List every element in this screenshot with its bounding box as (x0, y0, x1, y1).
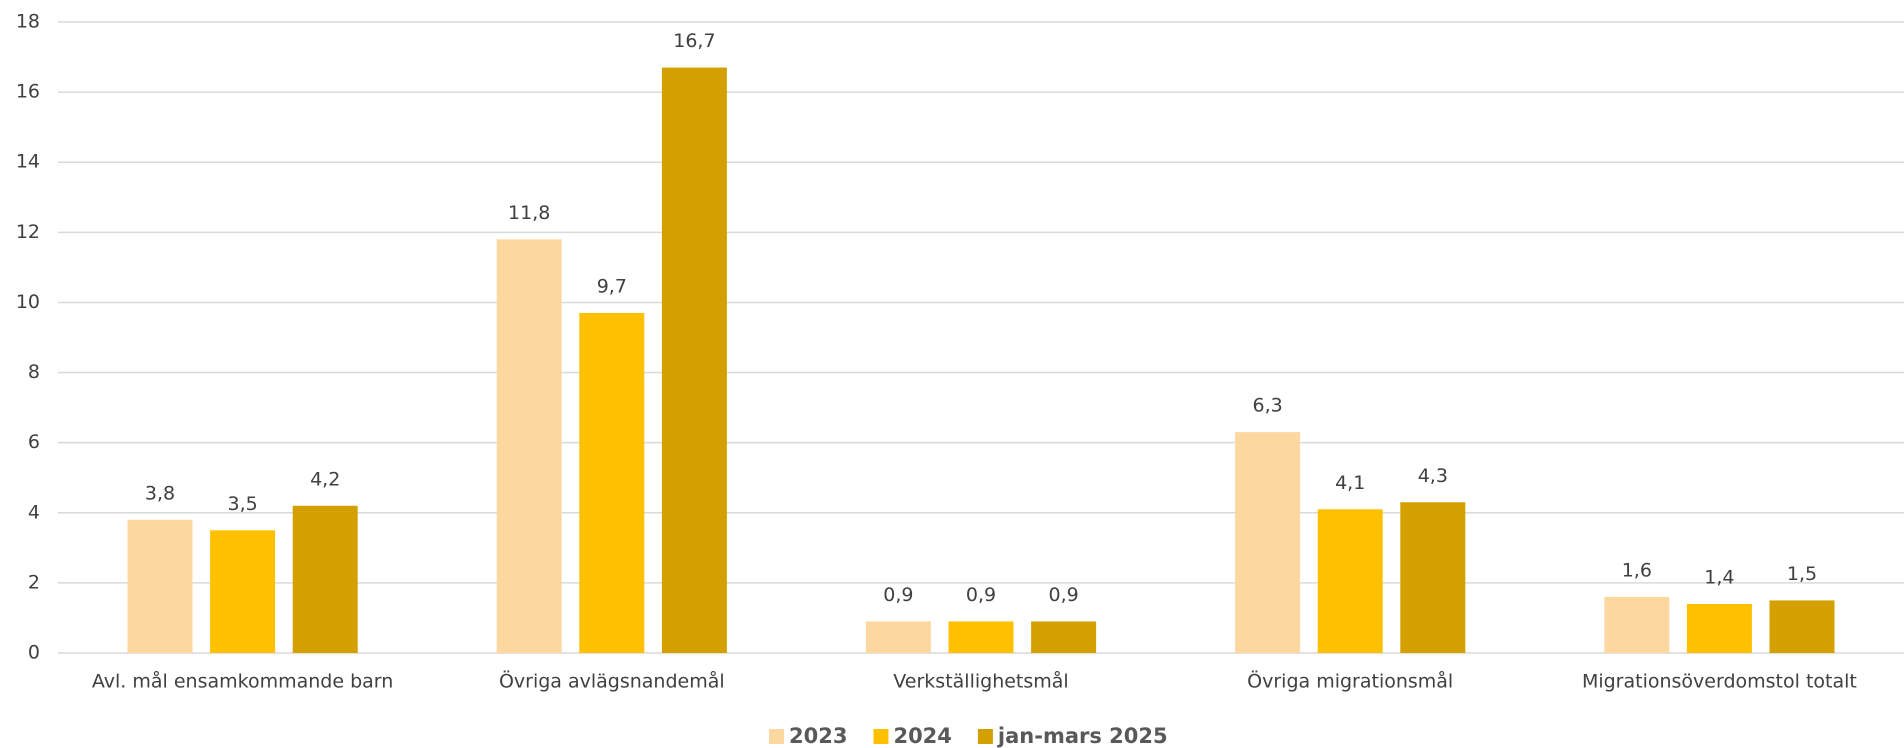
bar (1235, 432, 1301, 653)
value-label: 0,9 (966, 584, 996, 606)
bar (661, 67, 727, 654)
bar (1400, 502, 1466, 653)
value-label: 16,7 (673, 30, 715, 52)
x-tick-label: Verkställighetsmål (893, 670, 1068, 693)
value-label: 4,3 (1418, 465, 1448, 487)
y-tick-label: 4 (28, 501, 40, 523)
legend-swatch (873, 729, 889, 744)
bar (210, 530, 276, 653)
legend-swatch (769, 729, 784, 744)
bar (1769, 600, 1835, 653)
y-tick-label: 0 (28, 642, 40, 664)
value-label: 1,4 (1704, 566, 1734, 588)
y-tick-label: 10 (16, 291, 40, 313)
x-tick-label: Avl. mål ensamkommande barn (92, 670, 393, 693)
bar (1031, 621, 1097, 653)
bar (1686, 603, 1752, 653)
y-tick-label: 18 (16, 11, 40, 33)
x-tick-label: Migrationsöverdomstol totalt (1582, 671, 1857, 693)
value-label: 1,5 (1787, 563, 1817, 585)
value-label: 4,1 (1335, 472, 1365, 494)
legend-label: 2023 (789, 724, 847, 748)
value-label: 1,6 (1622, 559, 1652, 581)
legend-swatch (977, 729, 993, 744)
value-label: 3,8 (145, 482, 175, 504)
value-label: 9,7 (597, 275, 627, 297)
y-tick-label: 2 (28, 571, 40, 593)
bar (127, 519, 193, 653)
value-label: 0,9 (1048, 584, 1078, 606)
value-label: 3,5 (227, 493, 257, 515)
bar (1604, 596, 1670, 653)
y-tick-label: 6 (28, 431, 40, 453)
value-label: 0,9 (883, 584, 913, 606)
bar (579, 312, 645, 653)
value-label: 4,2 (310, 468, 340, 490)
y-tick-label: 14 (16, 151, 40, 173)
y-tick-label: 8 (28, 361, 40, 383)
value-label: 11,8 (508, 202, 550, 224)
x-tick-label: Övriga avlägsnandemål (499, 670, 725, 693)
x-tick-label: Övriga migrationsmål (1247, 670, 1453, 693)
bar (496, 239, 562, 653)
value-label: 6,3 (1252, 395, 1282, 417)
bar (948, 621, 1014, 653)
legend-label: 2024 (893, 724, 951, 748)
bar (292, 505, 358, 653)
bar (1317, 509, 1383, 653)
legend-label: jan-mars 2025 (997, 724, 1168, 748)
y-tick-label: 12 (16, 221, 40, 243)
y-tick-label: 16 (16, 81, 40, 103)
bar (865, 621, 931, 653)
